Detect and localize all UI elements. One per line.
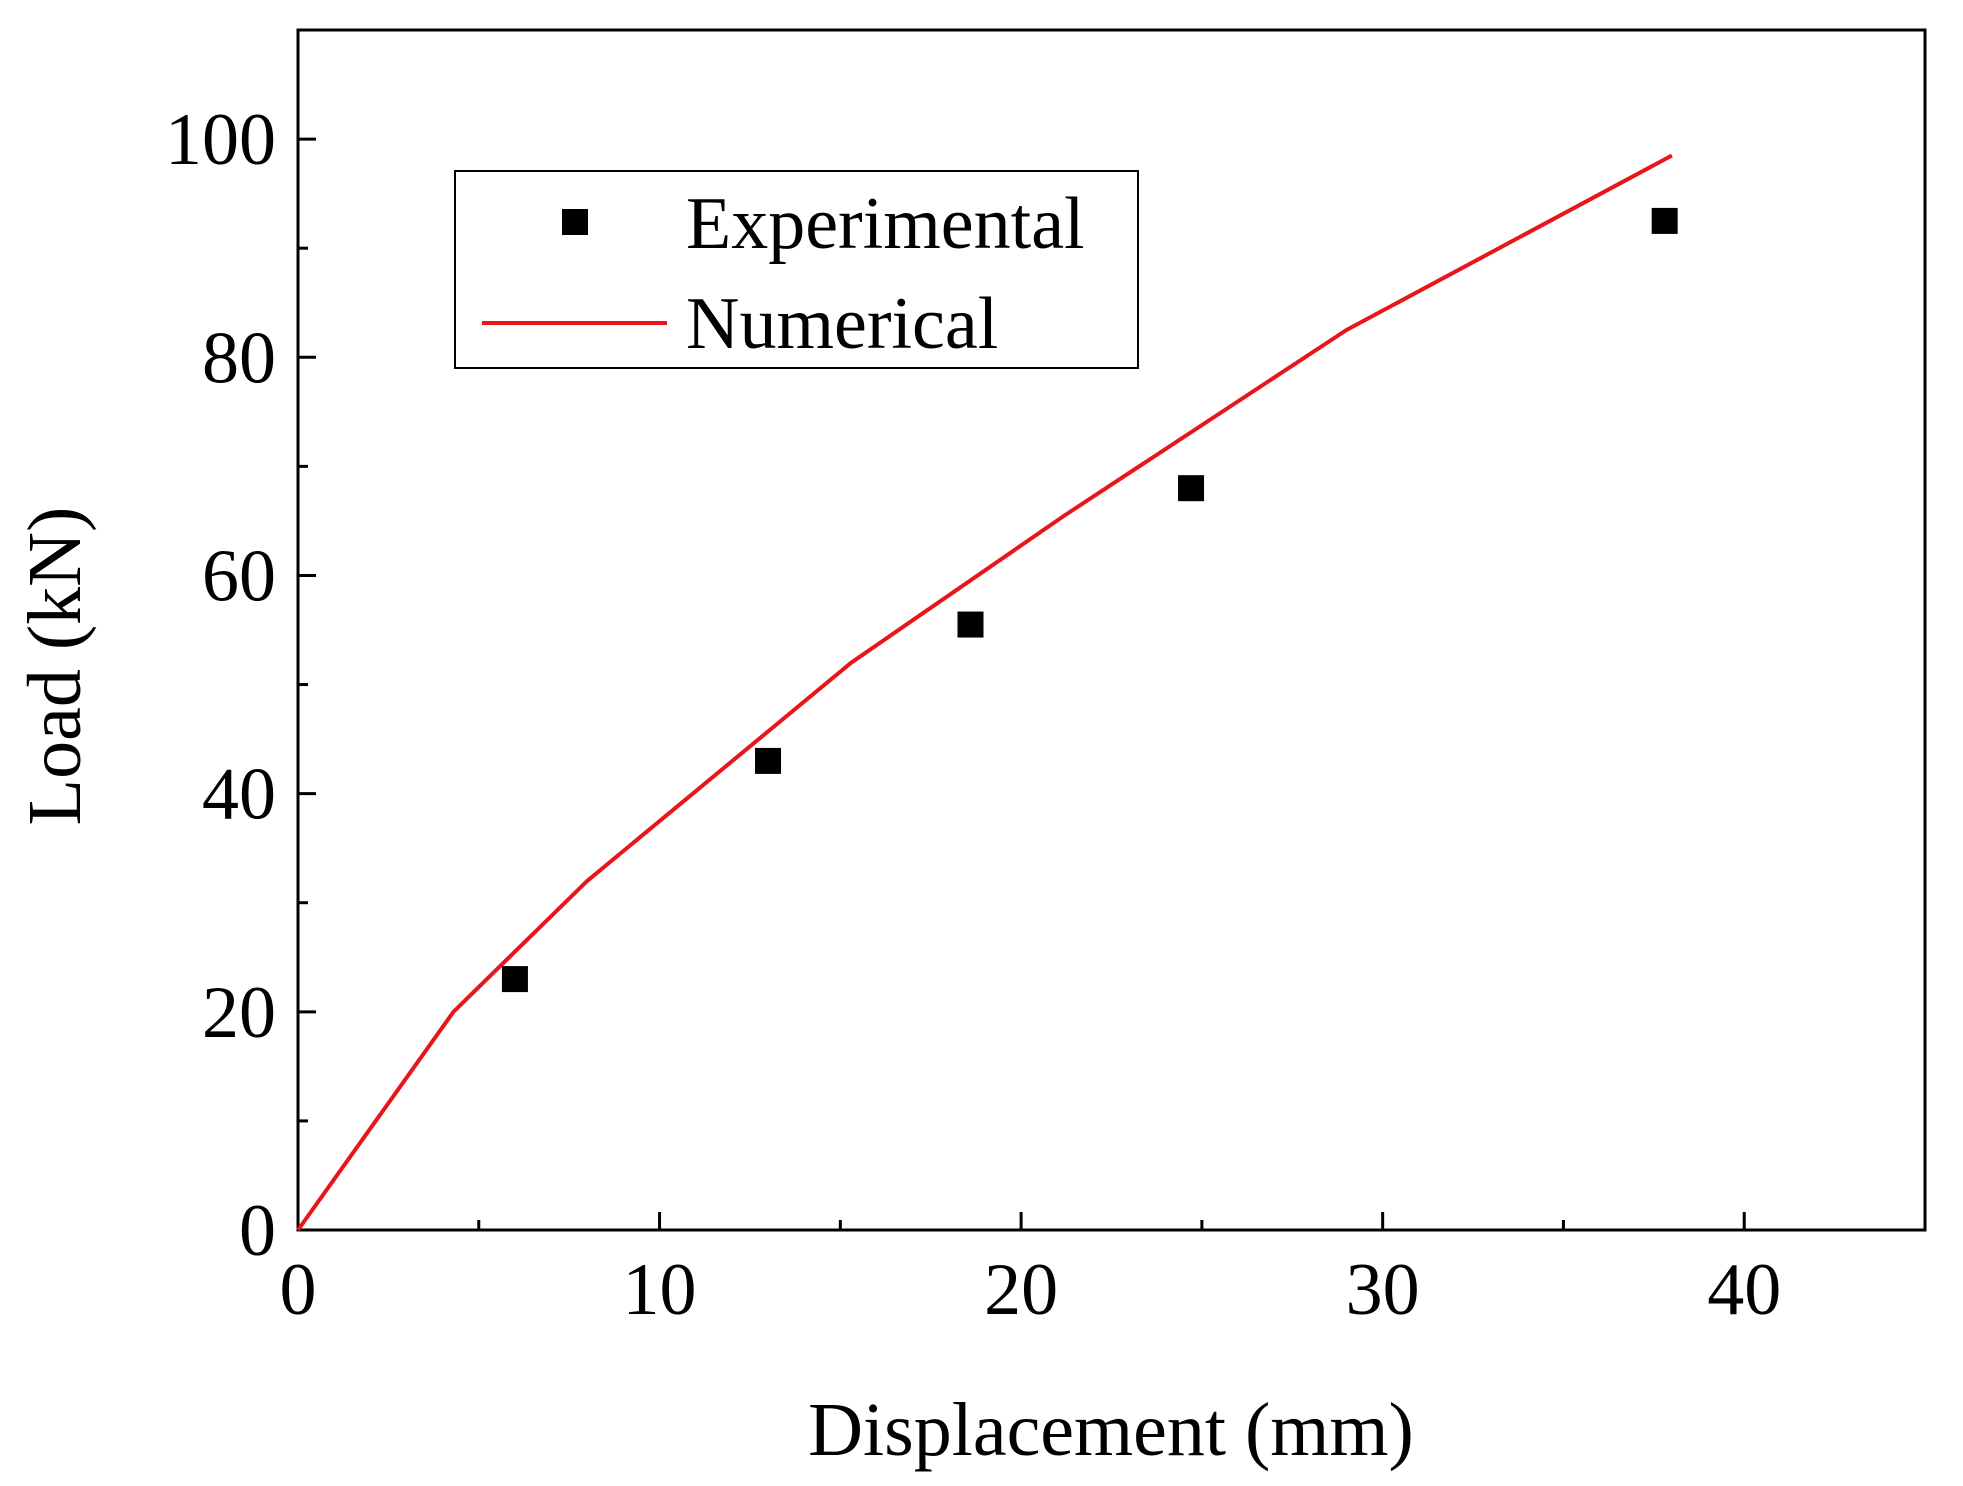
y-tick-label: 100 [165,99,276,181]
legend-box [454,170,1139,369]
y-axis-title: Load (kN) [13,507,97,826]
numerical-line [296,153,1673,1232]
experimental-point [1651,207,1678,234]
y-tick-label: 60 [202,535,276,617]
experimental-point [755,747,782,774]
plot-frame [296,28,1927,1232]
legend: Experimental Numerical [454,170,1139,369]
x-axis-title: Displacement (mm) [808,1388,1414,1472]
x-tick-label: 10 [623,1249,697,1331]
tick-labels: 0 10 20 30 40 0 20 40 60 80 100 [165,99,1781,1331]
series-layer [296,153,1678,1232]
y-tick-label: 20 [202,972,276,1054]
y-tick-label: 0 [239,1190,276,1272]
ticks [296,137,1746,1232]
x-tick-label: 40 [1707,1249,1781,1331]
legend-label-experimental: Experimental [686,183,1085,265]
experimental-point [1178,475,1205,502]
legend-marker-experimental [562,209,588,235]
y-tick-label: 80 [202,317,276,399]
experimental-point [957,611,984,638]
experimental-point [501,966,528,993]
x-tick-label: 30 [1346,1249,1420,1331]
legend-label-numerical: Numerical [686,283,998,365]
y-tick-label: 40 [202,754,276,836]
x-tick-label: 20 [984,1249,1058,1331]
x-tick-label: 0 [280,1249,317,1331]
